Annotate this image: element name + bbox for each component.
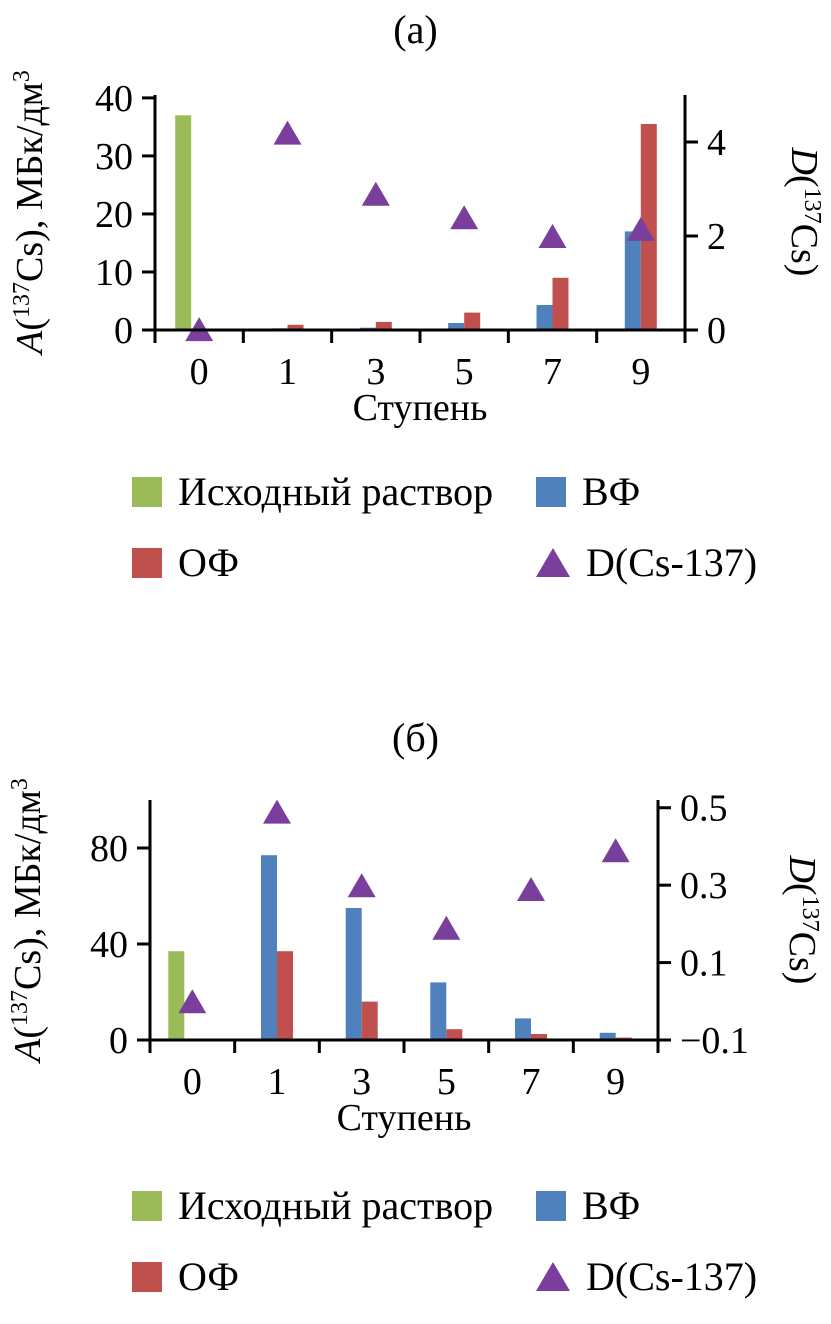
legend-row: Исходный раствор ВФ xyxy=(132,1182,757,1229)
right-axis-tick-label: 0 xyxy=(707,310,726,352)
panel-a-legend: Исходный раствор ВФ ОФ D(Cs-137) xyxy=(132,468,757,610)
scatter-triangle-marker xyxy=(273,120,302,145)
legend-label: ОФ xyxy=(178,540,239,585)
bar xyxy=(277,951,293,1040)
vf-swatch-icon xyxy=(536,476,566,507)
legend-item-vf: ВФ xyxy=(536,1182,640,1229)
x-axis-tick-label: 5 xyxy=(437,1061,456,1103)
panel-b-chart-canvas: 0 40 80 −0.1 0.1 0.3 0.5 0 1 3 5 7 9 Ступень A(137Cs),… xyxy=(7,778,823,1139)
left-axis-tick-label: 10 xyxy=(95,252,133,294)
left-axis-tick-label: 0 xyxy=(109,1020,128,1062)
right-axis-tick-label: 0.5 xyxy=(680,788,728,830)
legend-label: Исходный раствор xyxy=(178,1183,494,1228)
x-axis-tick-label: 9 xyxy=(606,1061,625,1103)
scatter-triangle-marker xyxy=(517,877,545,901)
legend-label: ВФ xyxy=(582,1183,641,1228)
left-axis-tick-label: 80 xyxy=(90,828,128,870)
left-axis-tick-label: 0 xyxy=(114,310,133,352)
right-axis-tick-label: 0.1 xyxy=(680,943,728,985)
d-cs137-triangle-icon xyxy=(536,1262,570,1291)
vf-swatch-icon xyxy=(536,1190,566,1221)
right-axis-tick-label: −0.1 xyxy=(680,1020,749,1062)
bar xyxy=(624,231,641,330)
x-axis-title: Ступень xyxy=(337,1097,472,1139)
legend-row: ОФ D(Cs-137) xyxy=(132,1253,757,1300)
bar xyxy=(536,305,553,330)
x-axis-tick-label: 1 xyxy=(278,351,297,393)
right-axis-title: D(137Cs) xyxy=(783,147,825,277)
bar xyxy=(552,277,569,330)
x-axis-tick-label: 3 xyxy=(352,1061,371,1103)
right-axis-tick-label: 2 xyxy=(707,216,726,258)
bar xyxy=(168,951,185,1040)
bar xyxy=(430,982,447,1040)
x-axis-tick-label: 3 xyxy=(366,351,385,393)
x-axis-tick-label: 0 xyxy=(190,351,209,393)
legend-item-d-cs137: D(Cs-137) xyxy=(536,539,757,586)
scatter-triangle-marker xyxy=(263,799,291,824)
bar xyxy=(175,115,192,330)
initial-solution-swatch-icon xyxy=(132,1190,162,1221)
legend-item-of: ОФ xyxy=(132,1253,536,1300)
scatter-triangle-marker xyxy=(601,838,630,863)
legend-item-initial-solution: Исходный раствор xyxy=(132,1182,536,1229)
initial-solution-swatch-icon xyxy=(132,476,162,507)
legend-label: D(Cs-137) xyxy=(586,540,758,585)
panel-b-legend: Исходный раствор ВФ ОФ D(Cs-137) xyxy=(132,1182,757,1324)
legend-row: Исходный раствор ВФ xyxy=(132,468,757,515)
bar xyxy=(640,124,657,330)
legend-row: ОФ D(Cs-137) xyxy=(132,539,757,586)
right-axis-tick-label: 0.3 xyxy=(680,865,728,907)
scatter-triangle-marker xyxy=(432,915,461,940)
legend-label: ОФ xyxy=(178,1254,239,1299)
bar xyxy=(446,1029,463,1040)
left-axis-title: A(137Cs), МБк/дм3 xyxy=(9,70,51,357)
x-axis-tick-label: 5 xyxy=(455,351,474,393)
bar xyxy=(375,321,392,330)
scatter-triangle-marker xyxy=(626,216,655,241)
x-axis-tick-label: 7 xyxy=(543,351,562,393)
left-axis-tick-label: 30 xyxy=(95,136,133,178)
left-axis-tick-label: 20 xyxy=(95,194,133,236)
legend-item-vf: ВФ xyxy=(536,468,640,515)
left-axis-title: A(137Cs), МБк/дм3 xyxy=(7,778,49,1065)
x-axis-title: Ступень xyxy=(353,387,488,429)
scatter-triangle-marker xyxy=(450,205,479,230)
right-axis-title: D(137Cs) xyxy=(781,855,823,985)
legend-label: Исходный раствор xyxy=(178,469,494,514)
bar xyxy=(287,324,304,330)
legend-label: ВФ xyxy=(582,469,641,514)
bar xyxy=(261,855,277,1040)
x-axis-tick-label: 9 xyxy=(631,351,650,393)
of-swatch-icon xyxy=(132,1261,162,1292)
bar xyxy=(531,1034,547,1040)
left-axis-tick-label: 40 xyxy=(95,78,133,120)
panel-a-title: (а) xyxy=(393,7,438,52)
bar xyxy=(464,312,481,330)
legend-item-initial-solution: Исходный раствор xyxy=(132,468,536,515)
scatter-triangle-marker xyxy=(361,181,390,206)
bar xyxy=(345,908,362,1040)
d-cs137-triangle-icon xyxy=(536,548,570,577)
legend-label: D(Cs-137) xyxy=(586,1254,758,1299)
scatter-triangle-marker xyxy=(178,989,207,1014)
x-axis-tick-label: 7 xyxy=(522,1061,541,1103)
x-axis-tick-label: 1 xyxy=(268,1061,287,1103)
bar xyxy=(515,1018,531,1040)
scatter-triangle-marker xyxy=(347,873,376,898)
x-axis-tick-label: 0 xyxy=(183,1061,202,1103)
bar xyxy=(361,1001,378,1040)
bar xyxy=(448,323,465,330)
panel-b-title: (б) xyxy=(392,715,439,760)
scatter-triangle-marker xyxy=(538,224,567,248)
left-axis-tick-label: 40 xyxy=(90,924,128,966)
of-swatch-icon xyxy=(132,547,162,578)
right-axis-tick-label: 4 xyxy=(707,122,726,164)
bar xyxy=(599,1032,616,1040)
legend-item-d-cs137: D(Cs-137) xyxy=(536,1253,757,1300)
legend-item-of: ОФ xyxy=(132,539,536,586)
